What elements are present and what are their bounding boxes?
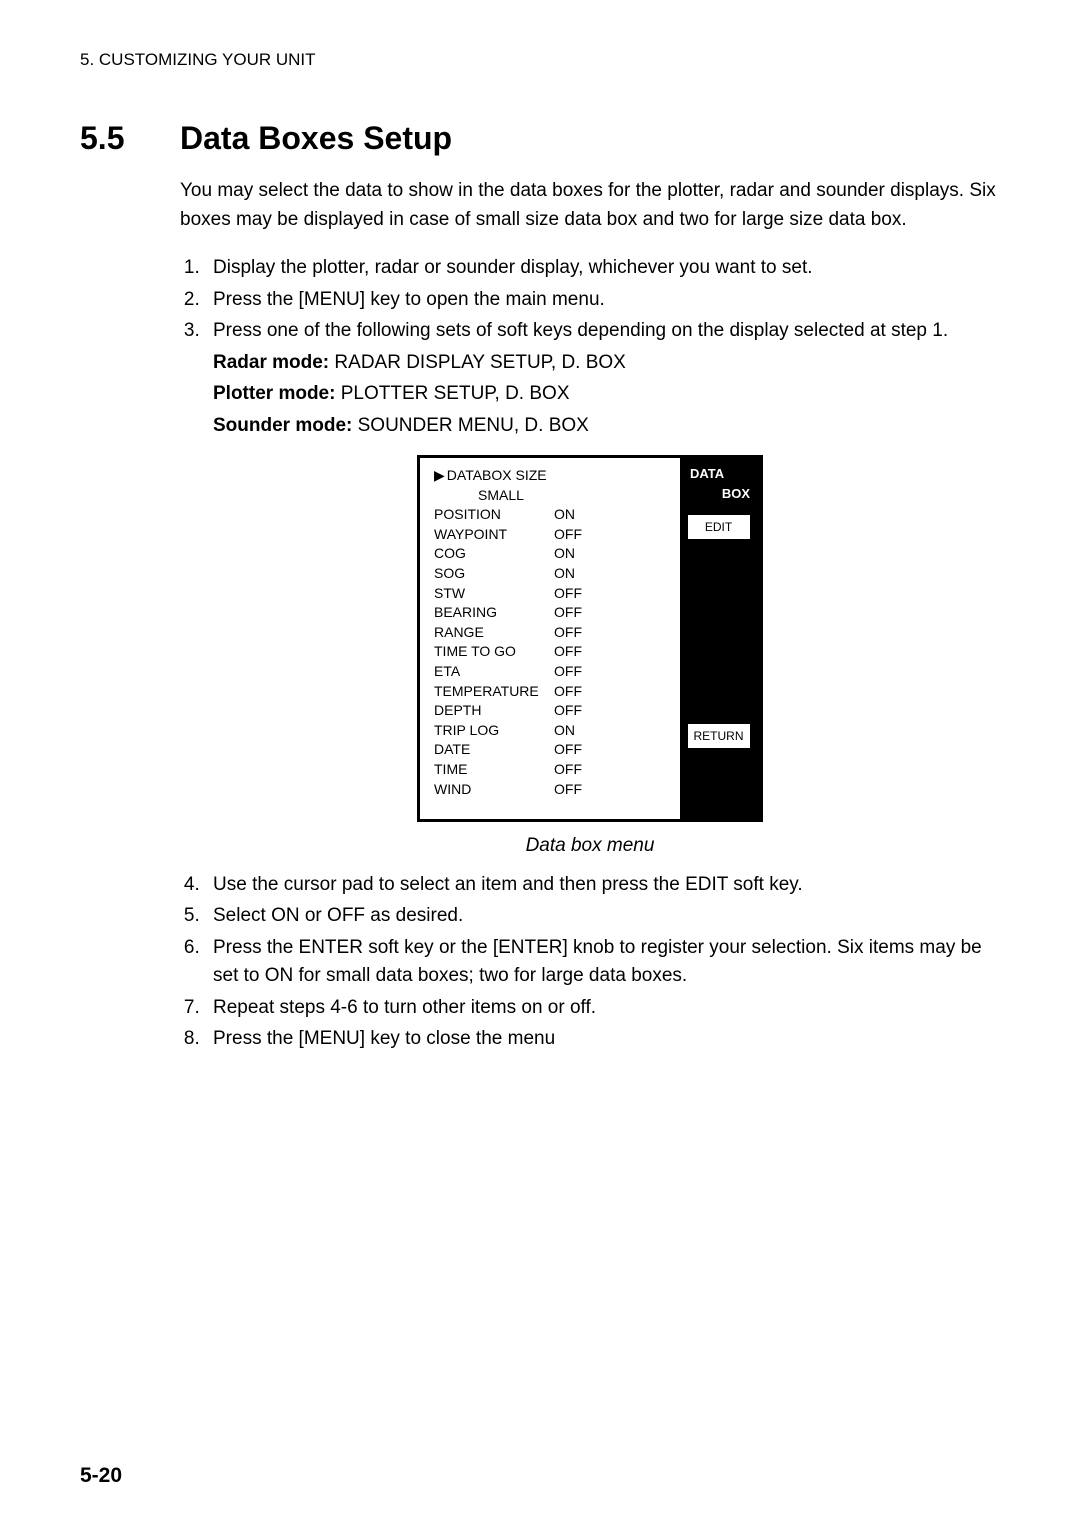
row-label: WIND <box>434 780 554 800</box>
row-label: TEMPERATURE <box>434 682 554 702</box>
row-value: OFF <box>554 623 582 643</box>
step-4: Use the cursor pad to select an item and… <box>205 871 1000 900</box>
step-3: Press one of the following sets of soft … <box>205 317 1000 440</box>
row-value: ON <box>554 505 575 525</box>
row-value: ON <box>554 564 575 584</box>
menu-row: DATEOFF <box>434 740 670 760</box>
row-value: OFF <box>554 740 582 760</box>
row-value: OFF <box>554 701 582 721</box>
menu-row: TIMEOFF <box>434 760 670 780</box>
databox-size-label: DATABOX SIZE <box>447 466 547 486</box>
mode-radar-label: Radar mode: <box>213 352 329 373</box>
row-label: ETA <box>434 662 554 682</box>
row-label: WAYPOINT <box>434 525 554 545</box>
databox-size-row: ▶DATABOX SIZE <box>434 466 670 486</box>
mode-plotter: Plotter mode: PLOTTER SETUP, D. BOX <box>213 380 1000 409</box>
menu-row: SOGON <box>434 564 670 584</box>
mode-sounder-value: SOUNDER MENU, D. BOX <box>352 415 588 436</box>
menu-row: DEPTHOFF <box>434 701 670 721</box>
figure-caption: Data box menu <box>180 832 1000 861</box>
menu-row: POSITIONON <box>434 505 670 525</box>
row-value: OFF <box>554 662 582 682</box>
softkey-edit: EDIT <box>688 515 753 542</box>
mode-sounder-label: Sounder mode: <box>213 415 352 436</box>
menu-row: COGON <box>434 544 670 564</box>
step-6: Press the ENTER soft key or the [ENTER] … <box>205 934 1000 991</box>
row-label: STW <box>434 584 554 604</box>
menu-row: ETAOFF <box>434 662 670 682</box>
menu-left-panel: ▶DATABOX SIZE SMALL POSITIONON WAYPOINTO… <box>420 458 680 819</box>
row-value: OFF <box>554 525 582 545</box>
mode-plotter-value: PLOTTER SETUP, D. BOX <box>335 383 569 404</box>
step-3-text: Press one of the following sets of soft … <box>213 320 948 341</box>
row-value: OFF <box>554 760 582 780</box>
row-value: OFF <box>554 584 582 604</box>
menu-figure: ▶DATABOX SIZE SMALL POSITIONON WAYPOINTO… <box>180 455 1000 822</box>
row-value: OFF <box>554 603 582 623</box>
menu-row: STWOFF <box>434 584 670 604</box>
steps-list-b: Use the cursor pad to select an item and… <box>180 871 1000 1054</box>
step-8: Press the [MENU] key to close the menu <box>205 1025 1000 1054</box>
step-1: Display the plotter, radar or sounder di… <box>205 254 1000 283</box>
row-label: DATE <box>434 740 554 760</box>
menu-box: ▶DATABOX SIZE SMALL POSITIONON WAYPOINTO… <box>417 455 763 822</box>
menu-row: BEARINGOFF <box>434 603 670 623</box>
softkey-return: RETURN <box>688 724 753 751</box>
row-value: ON <box>554 544 575 564</box>
cursor-icon: ▶ <box>434 466 445 486</box>
page-header: 5. CUSTOMIZING YOUR UNIT <box>80 50 1000 70</box>
panel-title-data: DATA <box>690 464 724 484</box>
row-label: RANGE <box>434 623 554 643</box>
row-label: TRIP LOG <box>434 721 554 741</box>
row-label: BEARING <box>434 603 554 623</box>
step-5: Select ON or OFF as desired. <box>205 902 1000 931</box>
section-number: 5.5 <box>80 120 180 157</box>
mode-radar-value: RADAR DISPLAY SETUP, D. BOX <box>329 352 626 373</box>
menu-row: WINDOFF <box>434 780 670 800</box>
intro-paragraph: You may select the data to show in the d… <box>180 177 1000 234</box>
row-value: OFF <box>554 642 582 662</box>
row-value: ON <box>554 721 575 741</box>
panel-title-box: BOX <box>722 484 750 504</box>
menu-row: TRIP LOGON <box>434 721 670 741</box>
mode-plotter-label: Plotter mode: <box>213 383 335 404</box>
row-label: TIME TO GO <box>434 642 554 662</box>
menu-row: WAYPOINTOFF <box>434 525 670 545</box>
row-value: OFF <box>554 682 582 702</box>
row-label: SOG <box>434 564 554 584</box>
menu-right-panel: DATA BOX EDIT RETURN <box>680 458 760 819</box>
mode-sounder: Sounder mode: SOUNDER MENU, D. BOX <box>213 412 1000 441</box>
row-value: OFF <box>554 780 582 800</box>
step-7: Repeat steps 4-6 to turn other items on … <box>205 994 1000 1023</box>
row-label: POSITION <box>434 505 554 525</box>
step-2: Press the [MENU] key to open the main me… <box>205 286 1000 315</box>
steps-list-a: Display the plotter, radar or sounder di… <box>180 254 1000 440</box>
menu-row: TEMPERATUREOFF <box>434 682 670 702</box>
page-number: 5-20 <box>80 1464 122 1488</box>
menu-row: RANGEOFF <box>434 623 670 643</box>
section-title: 5.5Data Boxes Setup <box>80 120 1000 157</box>
row-label: TIME <box>434 760 554 780</box>
section-name: Data Boxes Setup <box>180 120 452 156</box>
menu-row: TIME TO GOOFF <box>434 642 670 662</box>
databox-size-value: SMALL <box>478 486 670 506</box>
row-label: DEPTH <box>434 701 554 721</box>
row-label: COG <box>434 544 554 564</box>
mode-radar: Radar mode: RADAR DISPLAY SETUP, D. BOX <box>213 349 1000 378</box>
